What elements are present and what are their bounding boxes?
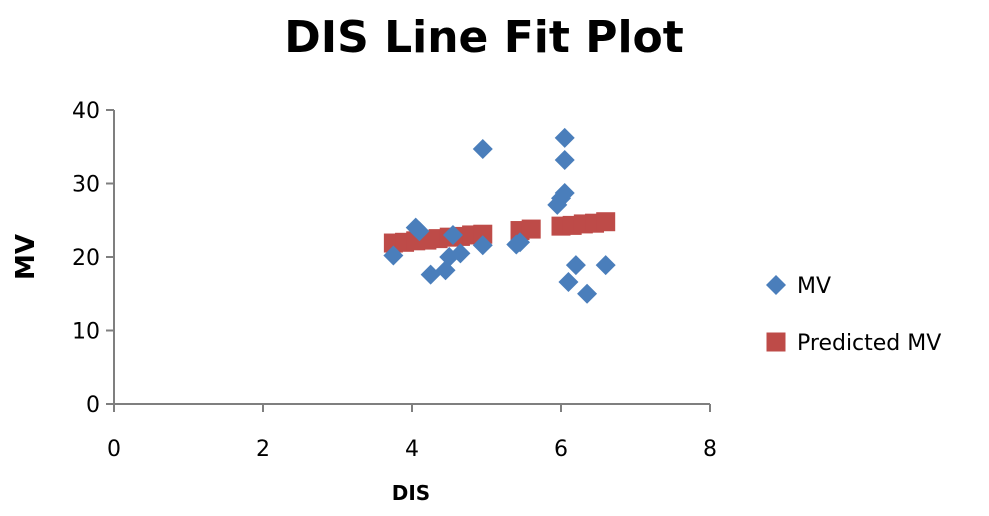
y-tick-label: 40	[72, 99, 100, 124]
mv-data-point	[409, 221, 430, 242]
x-tick-label: 6	[554, 437, 568, 462]
legend-label: MV	[797, 274, 831, 299]
series-mv	[383, 127, 616, 304]
mv-data-point	[450, 243, 471, 264]
legend-marker	[766, 332, 786, 352]
legend-marker	[766, 275, 786, 295]
x-tick-label: 2	[256, 437, 270, 462]
legend-item: MV	[766, 274, 831, 299]
mv-data-point	[554, 183, 575, 204]
mv-data-point	[510, 232, 531, 253]
y-tick-label: 20	[72, 246, 100, 271]
x-axis-label: DIS	[392, 481, 430, 505]
mv-data-point	[577, 283, 598, 304]
y-tick-label: 30	[72, 173, 100, 198]
mv-data-point	[442, 224, 463, 245]
plot-axes	[113, 110, 710, 405]
x-axis-ticks: 0 2 4 6 8	[107, 404, 717, 462]
mv-data-point	[472, 235, 493, 256]
chart-legend: MV Predicted MV	[766, 274, 941, 356]
series-layer	[383, 127, 616, 304]
y-axis-ticks: 0 10 20 30 40	[72, 99, 114, 418]
y-tick-label: 0	[86, 393, 100, 418]
chart-title: DIS Line Fit Plot	[284, 12, 684, 63]
mv-data-point	[558, 271, 579, 292]
mv-data-point	[565, 255, 586, 276]
mv-data-point	[554, 149, 575, 170]
y-axis-label: MV	[11, 234, 41, 280]
x-tick-label: 4	[405, 437, 419, 462]
mv-data-point	[420, 264, 441, 285]
predicted-mv-point	[596, 212, 616, 232]
x-tick-label: 8	[703, 437, 717, 462]
mv-data-point	[472, 138, 493, 159]
mv-data-point	[595, 255, 616, 276]
predicted-mv-point	[473, 224, 493, 244]
y-tick-label: 10	[72, 320, 100, 345]
legend-label: Predicted MV	[797, 331, 941, 356]
x-tick-label: 0	[107, 437, 121, 462]
legend-item: Predicted MV	[766, 331, 941, 356]
predicted-mv-point	[521, 219, 541, 239]
mv-data-point	[554, 127, 575, 148]
mv-data-point	[383, 245, 404, 266]
